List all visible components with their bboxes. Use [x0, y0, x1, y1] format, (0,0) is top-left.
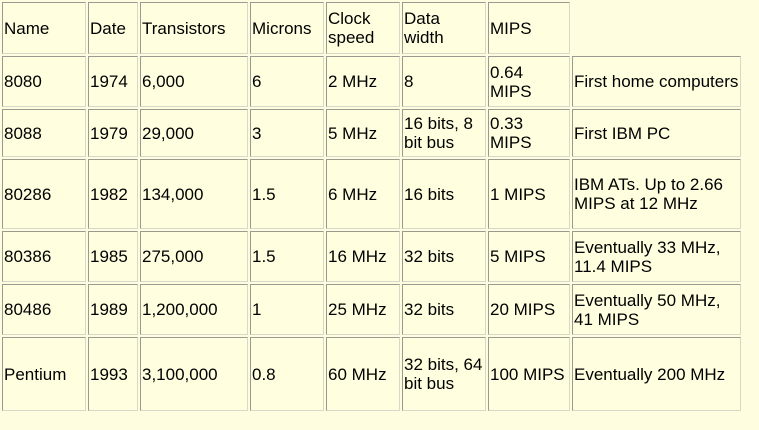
cell-name: 80386: [2, 231, 86, 282]
cell-notes: IBM ATs. Up to 2.66 MIPS at 12 MHz: [572, 159, 741, 229]
cell-name: Pentium: [2, 337, 86, 411]
cell-notes: Eventually 50 MHz, 41 MIPS: [572, 284, 741, 335]
cell-transistors: 134,000: [140, 159, 248, 229]
cell-clock-speed: 6 MHz: [326, 159, 400, 229]
cell-mips: 20 MIPS: [488, 284, 570, 335]
cell-transistors: 29,000: [140, 109, 248, 157]
cell-notes: Eventually 33 MHz, 11.4 MIPS: [572, 231, 741, 282]
cell-clock-speed: 16 MHz: [326, 231, 400, 282]
header-empty-cell: [572, 2, 741, 54]
cell-mips: 100 MIPS: [488, 337, 570, 411]
cell-notes: First home computers: [572, 56, 741, 107]
cell-clock-speed: 5 MHz: [326, 109, 400, 157]
table-row: Pentium 1993 3,100,000 0.8 60 MHz 32 bits, 64…: [2, 337, 741, 411]
cell-clock-speed: 25 MHz: [326, 284, 400, 335]
cell-name: 8080: [2, 56, 86, 107]
cell-mips: 1 MIPS: [488, 159, 570, 229]
table-row: 80486 1989 1,200,000 1 25 MHz 32 bits 20 MIPS E…: [2, 284, 741, 335]
cell-date: 1985: [88, 231, 138, 282]
table-row: 80286 1982 134,000 1.5 6 MHz 16 bits 1 MIPS IBM…: [2, 159, 741, 229]
header-row: Name Date Transistors Microns Clock speed Dat…: [2, 2, 741, 54]
cell-date: 1993: [88, 337, 138, 411]
cell-data-width: 32 bits, 64 bit bus: [402, 337, 486, 411]
cell-microns: 0.8: [250, 337, 324, 411]
header-data-width: Data width: [402, 2, 486, 54]
header-microns: Microns: [250, 2, 324, 54]
header-name: Name: [2, 2, 86, 54]
cell-transistors: 3,100,000: [140, 337, 248, 411]
cell-mips: 0.33 MIPS: [488, 109, 570, 157]
cell-transistors: 275,000: [140, 231, 248, 282]
cell-data-width: 16 bits: [402, 159, 486, 229]
cell-name: 80286: [2, 159, 86, 229]
cell-data-width: 32 bits: [402, 284, 486, 335]
cell-name: 80486: [2, 284, 86, 335]
processor-table: Name Date Transistors Microns Clock speed Dat…: [2, 2, 741, 411]
cell-date: 1974: [88, 56, 138, 107]
cell-clock-speed: 60 MHz: [326, 337, 400, 411]
cell-microns: 3: [250, 109, 324, 157]
header-date: Date: [88, 2, 138, 54]
header-transistors: Transistors: [140, 2, 248, 54]
cell-data-width: 8: [402, 56, 486, 107]
cell-microns: 1.5: [250, 159, 324, 229]
cell-data-width: 32 bits: [402, 231, 486, 282]
cell-notes: Eventually 200 MHz: [572, 337, 741, 411]
cell-transistors: 6,000: [140, 56, 248, 107]
table-row: 80386 1985 275,000 1.5 16 MHz 32 bits 5 MIPS Ev…: [2, 231, 741, 282]
header-clock-speed: Clock speed: [326, 2, 400, 54]
cell-data-width: 16 bits, 8 bit bus: [402, 109, 486, 157]
cell-date: 1979: [88, 109, 138, 157]
cell-notes: First IBM PC: [572, 109, 741, 157]
cell-mips: 0.64 MIPS: [488, 56, 570, 107]
cell-mips: 5 MIPS: [488, 231, 570, 282]
cell-microns: 1: [250, 284, 324, 335]
cell-clock-speed: 2 MHz: [326, 56, 400, 107]
cell-transistors: 1,200,000: [140, 284, 248, 335]
cell-microns: 6: [250, 56, 324, 107]
header-mips: MIPS: [488, 2, 570, 54]
cell-name: 8088: [2, 109, 86, 157]
cell-date: 1989: [88, 284, 138, 335]
cell-date: 1982: [88, 159, 138, 229]
cell-microns: 1.5: [250, 231, 324, 282]
table-row: 8088 1979 29,000 3 5 MHz 16 bits, 8 bit bus 0.…: [2, 109, 741, 157]
table-row: 8080 1974 6,000 6 2 MHz 8 0.64 MIPS First home …: [2, 56, 741, 107]
